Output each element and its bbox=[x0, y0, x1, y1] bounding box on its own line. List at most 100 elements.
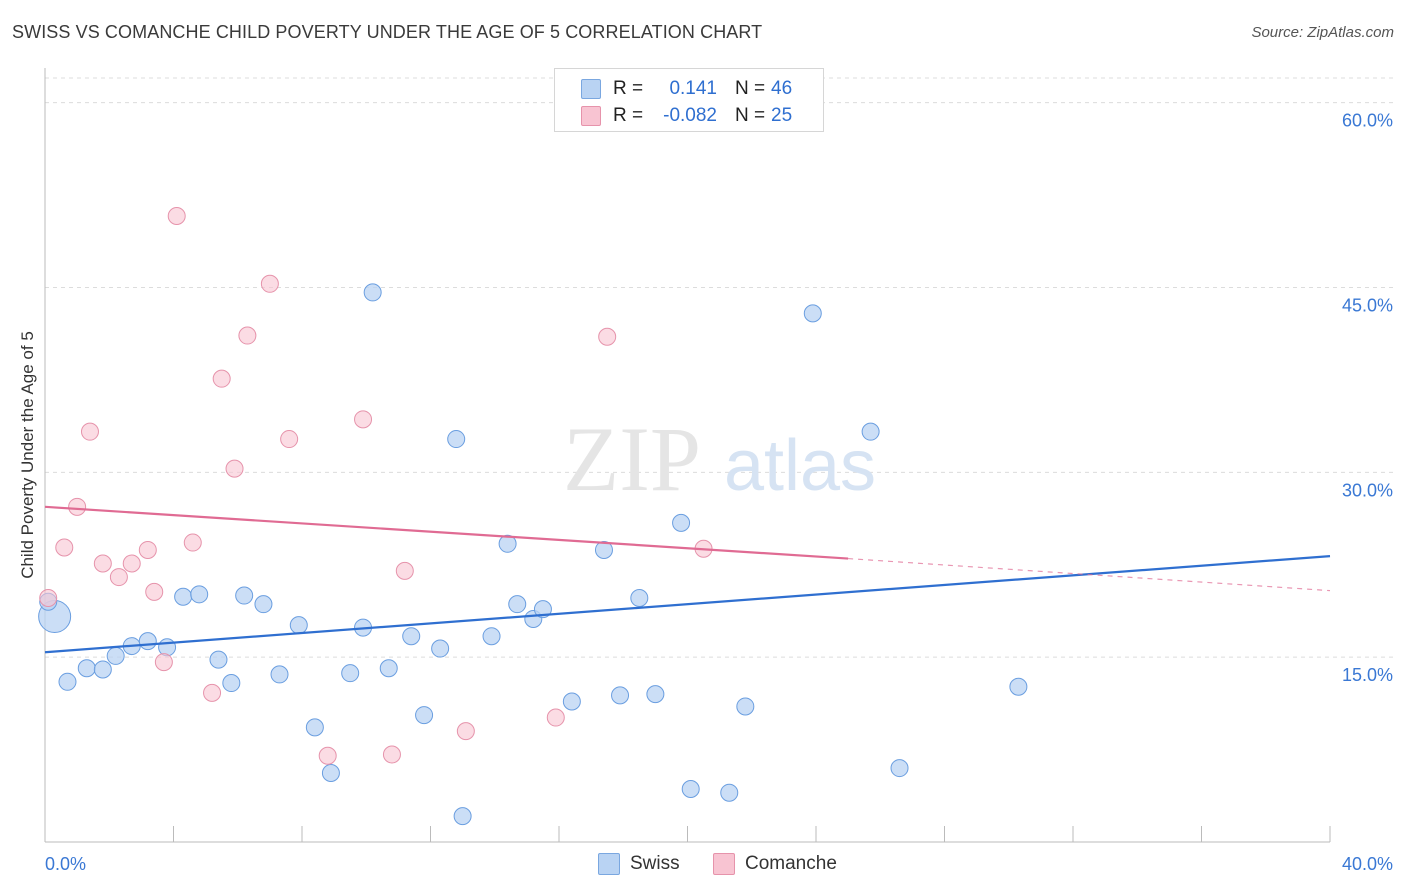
comanche-point bbox=[167, 207, 186, 226]
swiss-point bbox=[431, 639, 450, 658]
watermark-atlas: atlas bbox=[724, 426, 876, 506]
r-value: 0.141 bbox=[669, 78, 717, 99]
source-label: Source: ZipAtlas.com bbox=[1251, 24, 1394, 41]
comanche-point bbox=[80, 422, 99, 441]
swiss-point bbox=[305, 718, 324, 737]
watermark: ZIP atlas bbox=[563, 408, 876, 510]
swiss-point bbox=[594, 540, 613, 559]
swiss-point bbox=[562, 692, 581, 711]
swiss-point bbox=[630, 589, 649, 608]
comanche-point bbox=[109, 568, 128, 587]
swiss-point bbox=[611, 686, 630, 705]
swiss-point bbox=[890, 759, 909, 778]
comanche-point bbox=[138, 540, 157, 559]
y-tick-labels: 15.0% 30.0% 45.0% 60.0% bbox=[1342, 111, 1393, 686]
swiss-point bbox=[803, 304, 822, 323]
swiss-point bbox=[453, 807, 472, 826]
swiss-point bbox=[533, 600, 552, 619]
n-label: N = bbox=[735, 78, 766, 99]
swiss-point bbox=[58, 672, 77, 691]
comanche-point bbox=[203, 683, 222, 702]
r-value: -0.082 bbox=[663, 105, 717, 126]
n-value: 25 bbox=[771, 105, 793, 126]
correlation-legend: R = 0.141 N = 46 R = -0.082 N = 25 bbox=[554, 68, 824, 132]
trend-lines bbox=[44, 505, 1331, 654]
gridlines bbox=[45, 77, 1395, 658]
swiss-point bbox=[672, 513, 691, 532]
r-label: R = bbox=[613, 78, 644, 99]
comanche-point bbox=[183, 533, 202, 552]
swiss-point bbox=[270, 665, 289, 684]
swiss-point bbox=[447, 430, 466, 449]
chart-title: SWISS VS COMANCHE CHILD POVERTY UNDER TH… bbox=[12, 22, 763, 42]
comanche-legend-swatch bbox=[713, 853, 735, 875]
y-tick-label: 45.0% bbox=[1342, 295, 1393, 315]
y-tick-label: 30.0% bbox=[1342, 480, 1393, 500]
swiss-point bbox=[861, 422, 880, 441]
swiss-point bbox=[498, 534, 517, 553]
comanche-points bbox=[39, 207, 713, 765]
legend-row-comanche: R = -0.082 N = 25 bbox=[555, 102, 823, 130]
swiss-point bbox=[209, 650, 228, 669]
legend-row-swiss: R = 0.141 N = 46 bbox=[555, 75, 823, 103]
n-label: N = bbox=[735, 105, 766, 126]
swiss-point bbox=[646, 685, 665, 704]
comanche-trend-extension bbox=[848, 557, 1331, 592]
comanche-point bbox=[145, 582, 164, 601]
y-tick-label: 60.0% bbox=[1342, 111, 1393, 131]
axes bbox=[44, 68, 1331, 843]
comanche-point bbox=[395, 561, 414, 580]
swiss-point bbox=[158, 638, 177, 657]
swiss-point bbox=[379, 659, 398, 678]
n-value: 46 bbox=[771, 78, 793, 99]
swiss-point bbox=[720, 783, 739, 802]
x-tick-labels: 0.0% 40.0% bbox=[45, 854, 1393, 874]
comanche-legend-label: Comanche bbox=[745, 853, 837, 874]
comanche-point bbox=[154, 653, 173, 672]
swiss-point bbox=[106, 646, 125, 665]
comanche-point bbox=[122, 554, 141, 573]
comanche-point bbox=[546, 708, 565, 727]
r-label: R = bbox=[613, 105, 644, 126]
swiss-point bbox=[222, 674, 241, 693]
watermark-zip: ZIP bbox=[563, 408, 701, 510]
comanche-point bbox=[260, 274, 279, 293]
swiss-point bbox=[235, 586, 254, 605]
swiss-point bbox=[482, 627, 501, 646]
comanche-point bbox=[382, 745, 401, 764]
swiss-point bbox=[681, 780, 700, 799]
swiss-points bbox=[38, 283, 1028, 826]
comanche-point bbox=[225, 459, 244, 478]
comanche-point bbox=[598, 327, 617, 346]
swiss-swatch bbox=[581, 79, 601, 99]
comanche-point bbox=[354, 410, 373, 429]
comanche-point bbox=[93, 554, 112, 573]
comanche-point bbox=[238, 326, 257, 345]
swiss-point bbox=[415, 706, 434, 725]
swiss-point bbox=[138, 632, 157, 651]
swiss-point bbox=[363, 283, 382, 302]
swiss-point bbox=[289, 616, 308, 635]
swiss-point bbox=[77, 659, 96, 678]
comanche-point bbox=[280, 430, 299, 449]
swiss-point bbox=[174, 587, 193, 606]
swiss-point bbox=[321, 763, 340, 782]
swiss-legend-swatch bbox=[598, 853, 620, 875]
x-tick-label: 0.0% bbox=[45, 854, 86, 874]
comanche-point bbox=[212, 369, 231, 388]
swiss-point bbox=[341, 664, 360, 683]
swiss-point bbox=[508, 595, 527, 614]
swiss-point bbox=[736, 697, 755, 716]
comanche-point bbox=[68, 497, 87, 516]
swiss-legend-label: Swiss bbox=[630, 853, 680, 874]
comanche-point bbox=[55, 538, 74, 557]
swiss-trend-line bbox=[44, 555, 1331, 654]
comanche-point bbox=[39, 589, 58, 608]
comanche-swatch bbox=[581, 106, 601, 126]
y-tick-label: 15.0% bbox=[1342, 665, 1393, 685]
swiss-point bbox=[1009, 677, 1028, 696]
swiss-point bbox=[402, 627, 421, 646]
swiss-point bbox=[254, 595, 273, 614]
swiss-point bbox=[93, 660, 112, 679]
